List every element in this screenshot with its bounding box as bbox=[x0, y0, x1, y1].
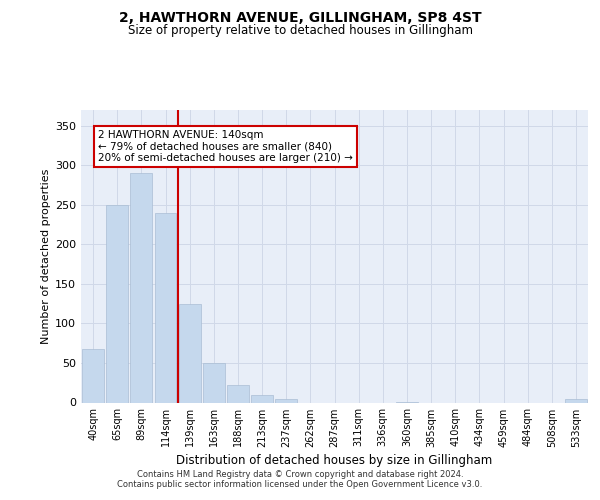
Bar bbox=[251, 394, 273, 402]
Text: Contains HM Land Registry data © Crown copyright and database right 2024.
Contai: Contains HM Land Registry data © Crown c… bbox=[118, 470, 482, 489]
Bar bbox=[130, 173, 152, 402]
X-axis label: Distribution of detached houses by size in Gillingham: Distribution of detached houses by size … bbox=[176, 454, 493, 466]
Bar bbox=[179, 304, 200, 402]
Y-axis label: Number of detached properties: Number of detached properties bbox=[41, 168, 51, 344]
Bar bbox=[106, 205, 128, 402]
Bar bbox=[155, 213, 176, 402]
Bar bbox=[565, 400, 587, 402]
Text: 2 HAWTHORN AVENUE: 140sqm
← 79% of detached houses are smaller (840)
20% of semi: 2 HAWTHORN AVENUE: 140sqm ← 79% of detac… bbox=[98, 130, 353, 163]
Bar bbox=[82, 348, 104, 403]
Bar bbox=[203, 363, 224, 403]
Bar bbox=[275, 400, 297, 402]
Text: 2, HAWTHORN AVENUE, GILLINGHAM, SP8 4ST: 2, HAWTHORN AVENUE, GILLINGHAM, SP8 4ST bbox=[119, 11, 481, 25]
Text: Size of property relative to detached houses in Gillingham: Size of property relative to detached ho… bbox=[128, 24, 473, 37]
Bar bbox=[227, 385, 249, 402]
